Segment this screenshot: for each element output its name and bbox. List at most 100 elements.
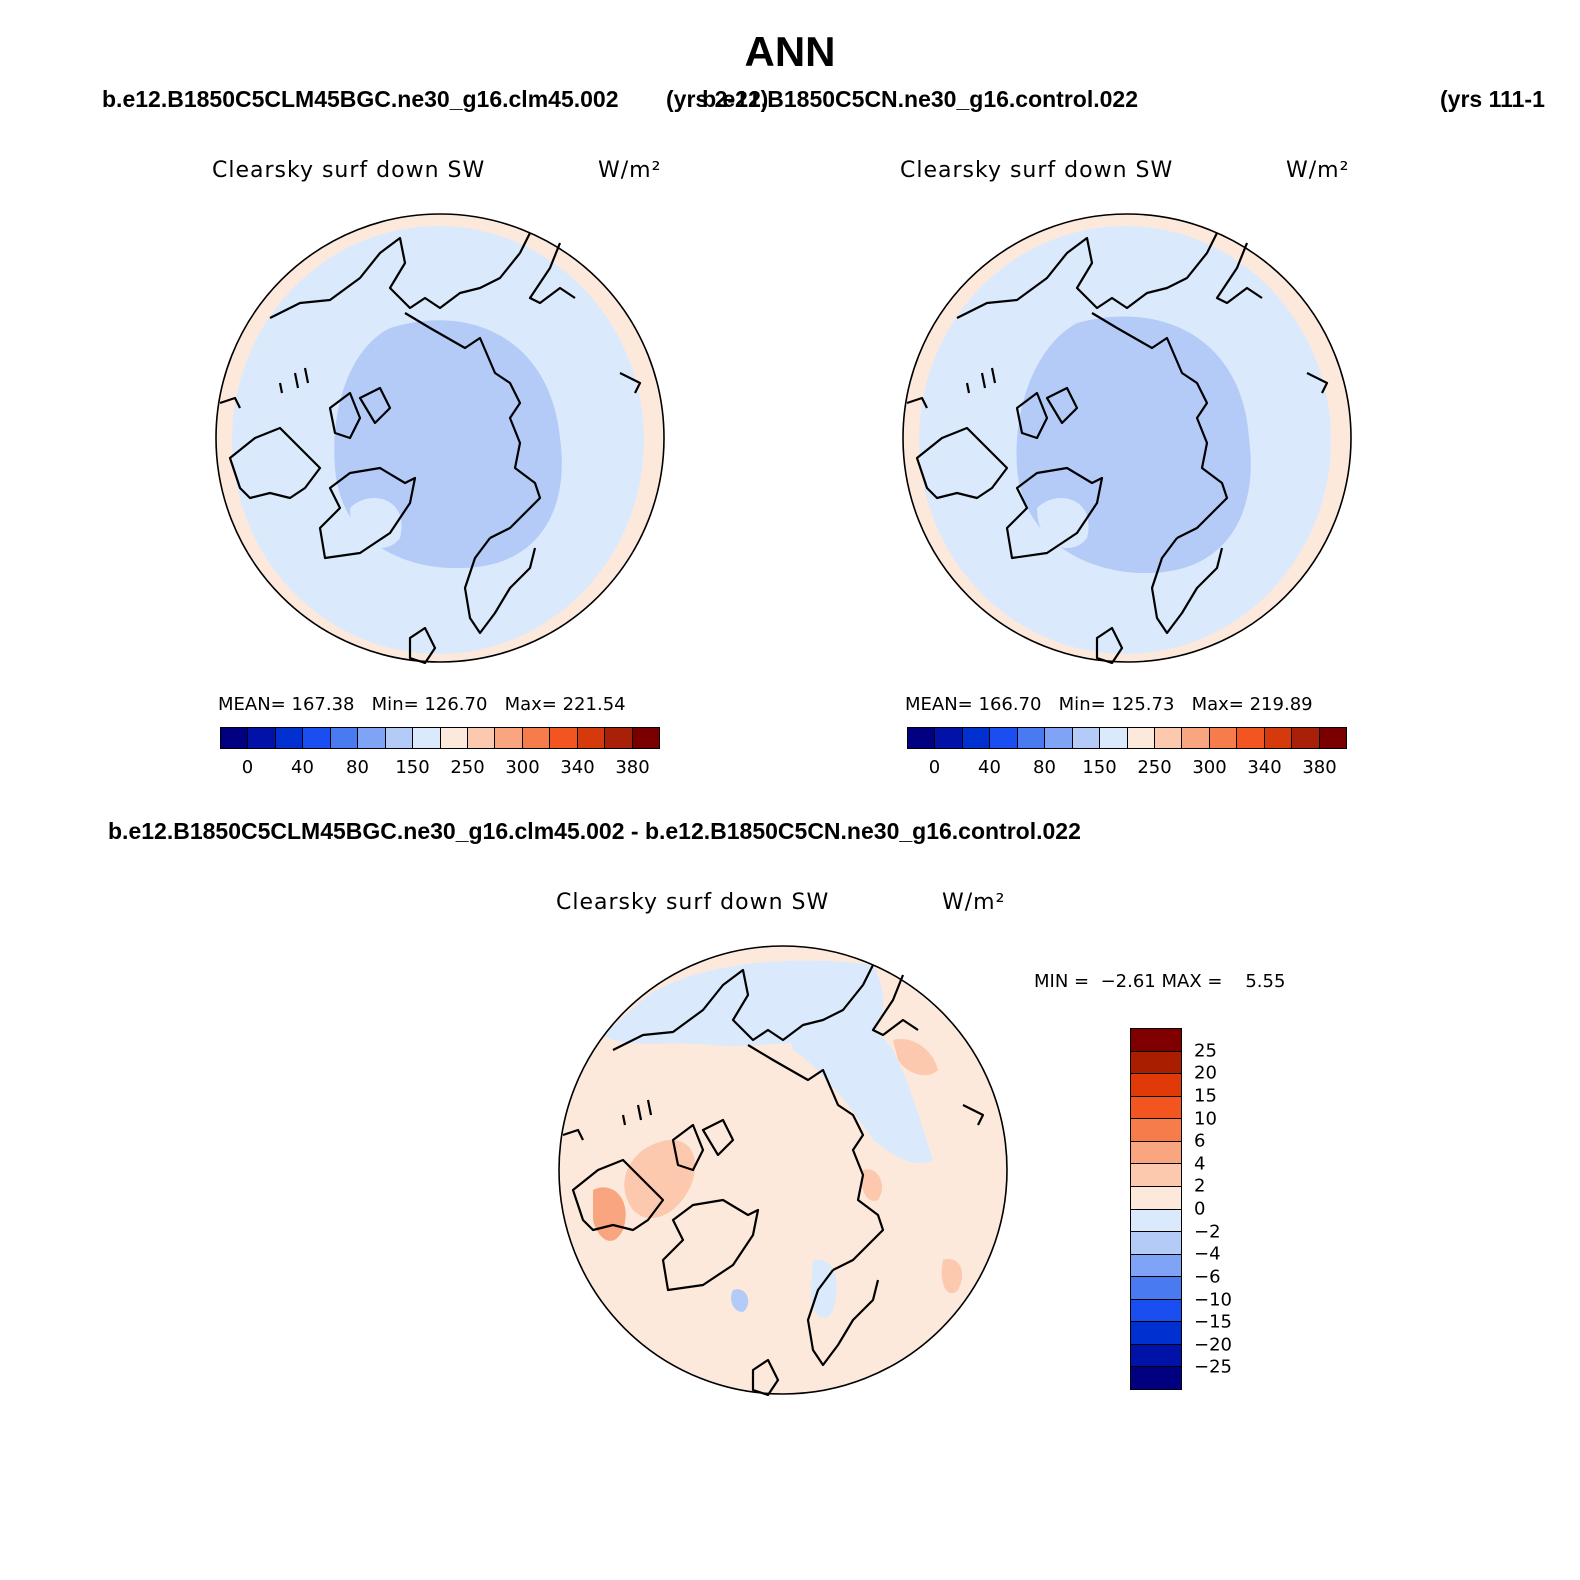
colorbar-tick-label: 340	[560, 757, 595, 778]
colorbar-swatch	[1237, 728, 1265, 748]
panel1-max-label: Max=	[504, 694, 557, 715]
panel2-title: Clearsky surf down SW	[900, 158, 1174, 183]
colorbar-swatch	[1131, 1119, 1181, 1142]
colorbar-tick-label: 25	[1194, 1040, 1217, 1062]
colorbar-swatch	[1131, 1277, 1181, 1300]
colorbar-tick-label: −15	[1194, 1311, 1232, 1333]
colorbar-swatch	[1072, 728, 1101, 748]
colorbar-tick-label: 380	[615, 757, 650, 778]
colorbar-swatch	[248, 728, 276, 748]
colorbar-tick-label: −4	[1194, 1243, 1221, 1265]
colorbar-swatch	[1131, 1186, 1181, 1210]
colorbar-swatch	[1131, 1074, 1181, 1097]
colorbar-swatch	[550, 728, 578, 748]
colorbar-swatch	[467, 728, 496, 748]
panel1-polar-map	[215, 213, 665, 665]
colorbar-tick-label: 250	[1137, 757, 1172, 778]
colorbar-tick-label: 0	[241, 757, 254, 778]
case2-years: (yrs 111-1	[1440, 86, 1545, 112]
colorbar-tick-label: 0	[1194, 1198, 1206, 1220]
colorbar-swatch	[577, 728, 606, 748]
colorbar-tick-label: 150	[395, 757, 430, 778]
colorbar-swatch	[1319, 728, 1346, 748]
colorbar-swatch	[221, 728, 249, 748]
case1-years: (yrs 2-21)	[666, 86, 769, 112]
diff-colorbar	[1130, 1028, 1182, 1390]
panel1-stats: MEAN= 167.38 Min= 126.70 Max= 221.54	[218, 694, 626, 715]
colorbar-swatch	[495, 728, 523, 748]
panel1-min-label: Min=	[371, 694, 419, 715]
colorbar-swatch	[440, 728, 468, 748]
colorbar-swatch	[1131, 1344, 1181, 1368]
colorbar-swatch	[1100, 728, 1128, 748]
colorbar-swatch	[1131, 1209, 1181, 1233]
panel2-units: W/m²	[1286, 158, 1350, 183]
panel1-max: 221.54	[562, 694, 626, 715]
colorbar-tick-label: 0	[928, 757, 941, 778]
diff-polar-map	[558, 945, 1008, 1397]
colorbar-tick-label: 380	[1302, 757, 1337, 778]
colorbar-tick-label: 40	[978, 757, 1001, 778]
diff-plot-title: Clearsky surf down SW	[556, 890, 830, 915]
page-title: ANN	[744, 28, 836, 75]
colorbar-swatch	[990, 728, 1018, 748]
panel1-colorbar	[220, 727, 660, 749]
colorbar-swatch	[1127, 728, 1155, 748]
colorbar-tick-label: 80	[1033, 757, 1056, 778]
colorbar-swatch	[908, 728, 936, 748]
colorbar-swatch	[1131, 1029, 1181, 1052]
diff-max-label: MAX =	[1161, 971, 1223, 992]
panel2-polar-map	[902, 213, 1352, 665]
colorbar-swatch	[1131, 1367, 1181, 1389]
colorbar-tick-label: −2	[1194, 1221, 1221, 1243]
colorbar-swatch	[1131, 1322, 1181, 1345]
colorbar-swatch	[605, 728, 633, 748]
diff-units: W/m²	[942, 890, 1006, 915]
panel2-mean-label: MEAN=	[905, 694, 973, 715]
colorbar-tick-label: 250	[450, 757, 485, 778]
colorbar-swatch	[413, 728, 441, 748]
case1-name: b.e12.B1850C5CLM45BGC.ne30_g16.clm45.002	[102, 86, 619, 112]
colorbar-tick-label: 80	[346, 757, 369, 778]
colorbar-tick-label: 2	[1194, 1175, 1206, 1197]
colorbar-swatch	[962, 728, 991, 748]
panel1-min: 126.70	[424, 694, 488, 715]
colorbar-swatch	[1264, 728, 1293, 748]
panel2-colorbar	[907, 727, 1347, 749]
colorbar-swatch	[1131, 1299, 1181, 1323]
colorbar-tick-label: 340	[1247, 757, 1282, 778]
diff-min: −2.61	[1100, 971, 1156, 992]
colorbar-swatch	[1131, 1254, 1181, 1278]
colorbar-tick-label: 4	[1194, 1153, 1206, 1175]
colorbar-swatch	[1182, 728, 1210, 748]
colorbar-tick-label: 15	[1194, 1085, 1217, 1107]
colorbar-swatch	[385, 728, 414, 748]
colorbar-tick-label: 40	[291, 757, 314, 778]
colorbar-tick-label: −25	[1194, 1356, 1232, 1378]
colorbar-tick-label: 150	[1082, 757, 1117, 778]
colorbar-tick-label: 10	[1194, 1108, 1217, 1129]
colorbar-swatch	[522, 728, 551, 748]
colorbar-swatch	[1045, 728, 1073, 748]
colorbar-swatch	[1292, 728, 1320, 748]
diff-minmax: MIN = −2.61 MAX = 5.55	[1034, 971, 1285, 992]
panel2-max-label: Max=	[1191, 694, 1244, 715]
panel2-stats: MEAN= 166.70 Min= 125.73 Max= 219.89	[905, 694, 1313, 715]
colorbar-swatch	[1131, 1164, 1181, 1187]
panel1-mean-label: MEAN=	[218, 694, 286, 715]
colorbar-swatch	[1017, 728, 1046, 748]
colorbar-swatch	[358, 728, 386, 748]
diff-title: b.e12.B1850C5CLM45BGC.ne30_g16.clm45.002…	[108, 818, 1081, 844]
panel1-units: W/m²	[598, 158, 662, 183]
colorbar-swatch	[1209, 728, 1238, 748]
colorbar-swatch	[935, 728, 963, 748]
colorbar-swatch	[330, 728, 359, 748]
colorbar-swatch	[1154, 728, 1183, 748]
diff-min-label: MIN =	[1034, 971, 1090, 992]
colorbar-tick-label: 300	[1192, 757, 1227, 778]
panel1-title: Clearsky surf down SW	[212, 158, 486, 183]
panel1-mean: 167.38	[291, 694, 355, 715]
colorbar-swatch	[1131, 1141, 1181, 1165]
panel2-min-label: Min=	[1058, 694, 1106, 715]
colorbar-swatch	[1131, 1051, 1181, 1075]
